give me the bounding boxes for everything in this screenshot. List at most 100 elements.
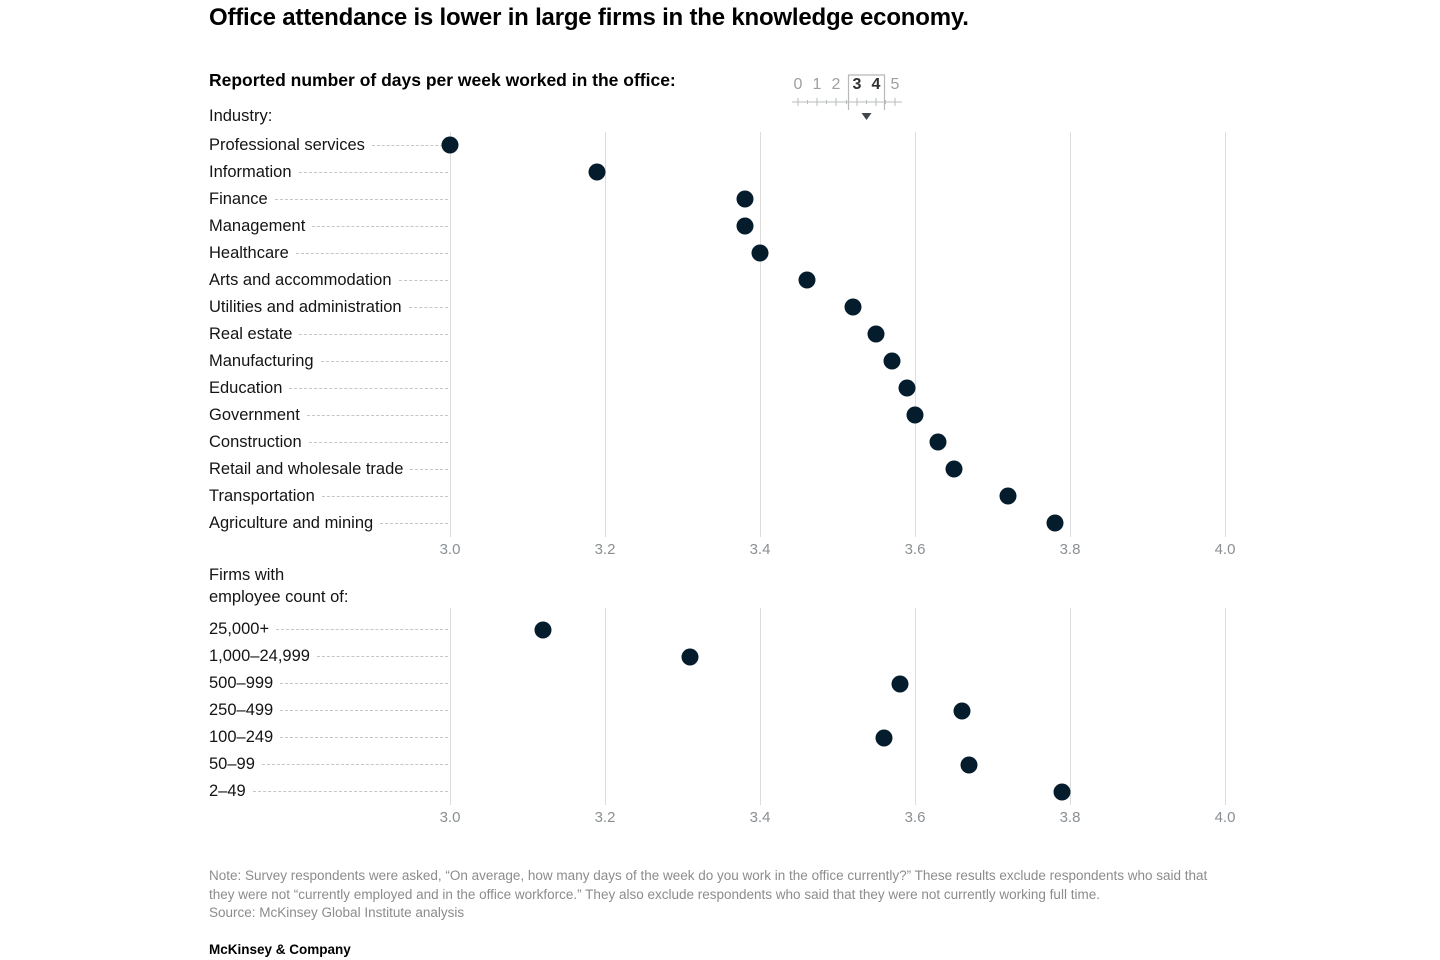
legend-number: 1	[813, 76, 822, 93]
brand-footer: McKinsey & Company	[209, 941, 351, 957]
row-plot-area	[450, 321, 1225, 348]
x-axis-tick-label: 3.6	[904, 809, 926, 827]
category-label-cell: Professional services	[209, 136, 450, 155]
row-plot-area	[450, 510, 1225, 537]
gridline	[1225, 608, 1226, 806]
chart-row: 500–999	[209, 670, 1225, 697]
data-point	[588, 163, 606, 181]
category-label: Arts and accommodation	[209, 270, 392, 289]
category-label-cell: 100–249	[209, 728, 450, 747]
chart-row: Real estate	[209, 321, 1225, 348]
category-label: 2–49	[209, 782, 246, 801]
x-axis-tick-label: 3.8	[1059, 540, 1081, 558]
x-axis-tick-label: 4.0	[1214, 540, 1236, 558]
category-label-cell: Finance	[209, 190, 450, 209]
category-label-cell: 250–499	[209, 701, 450, 720]
leader-line	[306, 414, 448, 416]
row-plot-area	[450, 616, 1225, 643]
chart-row: Professional services	[209, 132, 1225, 159]
position-arrow-icon	[861, 113, 872, 120]
leader-line	[295, 252, 448, 254]
row-plot-area	[450, 483, 1225, 510]
leader-line	[316, 656, 448, 658]
leader-line	[261, 764, 448, 766]
row-plot-area	[450, 267, 1225, 294]
firm-size-title-line: Firms with	[209, 565, 285, 584]
data-point	[534, 621, 552, 639]
x-axis-tick-label: 3.8	[1059, 809, 1081, 827]
leader-line	[312, 225, 448, 227]
chart-row: Transportation	[209, 483, 1225, 510]
range-bracket-icon	[847, 74, 886, 110]
category-label-cell: 1,000–24,999	[209, 647, 450, 666]
chart-row: Manufacturing	[209, 348, 1225, 375]
x-axis-tick-label: 3.4	[749, 809, 771, 827]
row-plot-area	[450, 456, 1225, 483]
data-point	[441, 136, 459, 154]
category-label: Professional services	[209, 135, 365, 154]
category-label: Transportation	[209, 486, 315, 505]
chart-row: Construction	[209, 429, 1225, 456]
category-label-cell: Healthcare	[209, 244, 450, 263]
data-point	[906, 406, 924, 424]
category-label-cell: 500–999	[209, 674, 450, 693]
category-label: 500–999	[209, 674, 274, 693]
data-point	[960, 756, 978, 774]
x-axis-tick-label: 3.4	[749, 540, 771, 558]
category-label-cell: Arts and accommodation	[209, 271, 450, 290]
data-point	[736, 190, 753, 208]
row-plot-area	[450, 697, 1225, 724]
category-label-cell: Retail and wholesale trade	[209, 460, 450, 479]
data-point	[798, 271, 815, 289]
legend-number-highlighted: 4	[872, 76, 881, 93]
x-axis-tick-label: 4.0	[1214, 809, 1236, 827]
row-plot-area	[450, 751, 1225, 778]
row-plot-area	[450, 778, 1225, 805]
category-label: Retail and wholesale trade	[209, 459, 404, 478]
firm-size-chart-panel: Firms with employee count of: 25,000+ 1,0…	[209, 565, 1235, 828]
leader-line	[299, 333, 448, 335]
chart-row: 1,000–24,999	[209, 643, 1225, 670]
category-label-cell: Real estate	[209, 325, 450, 344]
chart-row: Utilities and administration	[209, 294, 1225, 321]
chart-row: 100–249	[209, 724, 1225, 751]
leader-line	[410, 468, 448, 470]
category-label: 250–499	[209, 701, 274, 720]
data-point	[844, 298, 862, 316]
row-plot-area	[450, 643, 1225, 670]
category-label-cell: Management	[209, 217, 450, 236]
data-point	[953, 702, 970, 720]
category-label: Education	[209, 378, 283, 397]
data-point	[999, 487, 1017, 505]
chart-row: Healthcare	[209, 240, 1225, 267]
leader-line	[320, 360, 448, 362]
category-label: 100–249	[209, 728, 274, 747]
category-label-cell: 25,000+	[209, 620, 450, 639]
data-point	[875, 729, 893, 747]
chart-row: Management	[209, 213, 1225, 240]
category-label-cell: Education	[209, 379, 450, 398]
data-point	[1053, 783, 1071, 801]
firm-size-panel-title: Firms with employee count of:	[209, 565, 1225, 609]
category-label-cell: Construction	[209, 433, 450, 452]
footnote-text: Note: Survey respondents were asked, “On…	[209, 868, 1208, 902]
leader-line	[252, 791, 448, 793]
data-point	[945, 460, 963, 478]
row-plot-area	[450, 159, 1225, 186]
source-text: Source: McKinsey Global Institute analys…	[209, 904, 465, 920]
industry-plot-region: Professional services Information Finance M…	[209, 131, 1226, 537]
leader-line	[298, 171, 448, 173]
category-label: Government	[209, 405, 300, 424]
category-label-cell: Manufacturing	[209, 352, 450, 371]
category-label: Utilities and administration	[209, 297, 402, 316]
industry-panel-title: Industry:	[209, 107, 273, 125]
chart-row: 2–49	[209, 778, 1225, 805]
category-label: Agriculture and mining	[209, 513, 374, 532]
category-label: 50–99	[209, 755, 255, 774]
firm-size-title-line: employee count of:	[209, 587, 349, 606]
chart-row: Education	[209, 375, 1225, 402]
leader-line	[276, 629, 448, 631]
category-label: Manufacturing	[209, 351, 314, 370]
leader-line	[371, 144, 448, 146]
